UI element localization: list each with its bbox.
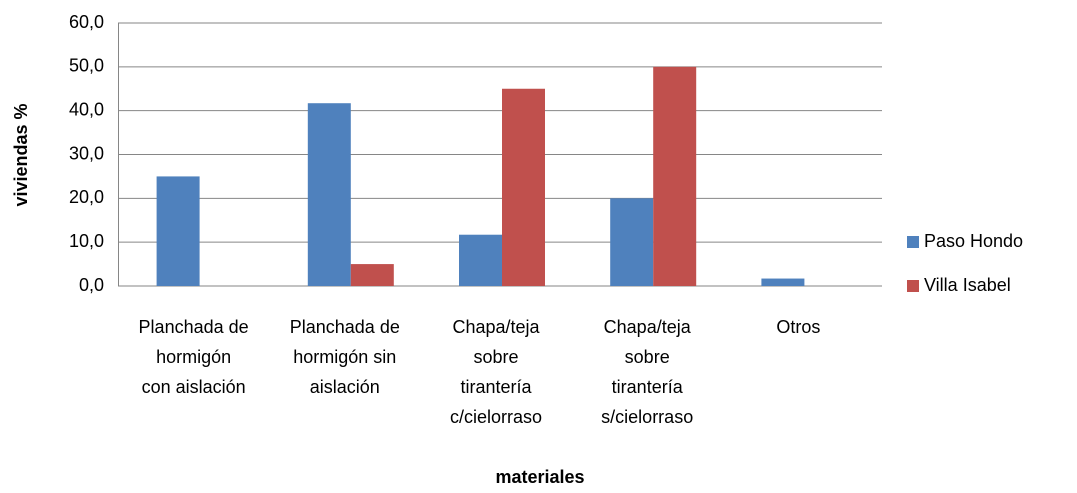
x-tick-label: c/cielorraso: [450, 407, 542, 427]
x-tick-label: Chapa/teja: [604, 317, 692, 337]
y-tick-label: 10,0: [69, 231, 104, 251]
bar: [459, 234, 502, 286]
y-tick-label: 60,0: [69, 12, 104, 32]
bar: [350, 264, 394, 286]
y-tick-label: 50,0: [69, 56, 104, 76]
x-tick-label: hormigón: [156, 347, 231, 367]
legend-swatch: [907, 280, 919, 292]
x-tick-label: con aislación: [142, 377, 246, 397]
legend-swatch: [907, 236, 919, 248]
x-axis-title: materiales: [495, 467, 584, 487]
y-tick-label: 40,0: [69, 99, 104, 119]
bar: [502, 88, 545, 286]
bar: [761, 278, 805, 286]
x-tick-label: tirantería: [460, 377, 532, 397]
x-tick-label: Planchada de: [290, 317, 400, 337]
x-tick-label: sobre: [473, 347, 518, 367]
x-tick-label: Planchada de: [139, 317, 249, 337]
bar: [653, 66, 697, 286]
x-tick-label: s/cielorraso: [601, 407, 693, 427]
y-tick-label: 20,0: [69, 187, 104, 207]
x-tick-label: Chapa/teja: [452, 317, 540, 337]
y-axis-title: viviendas %: [11, 103, 31, 206]
x-tick-label: hormigón sin: [293, 347, 396, 367]
legend-label: Villa Isabel: [924, 275, 1011, 295]
y-tick-label: 30,0: [69, 143, 104, 163]
bar: [156, 176, 200, 286]
bar: [610, 198, 654, 286]
x-tick-label: tirantería: [612, 377, 684, 397]
x-tick-label: sobre: [625, 347, 670, 367]
bar: [307, 103, 351, 286]
y-tick-label: 0,0: [79, 275, 104, 295]
legend-label: Paso Hondo: [924, 231, 1023, 251]
x-tick-label: Otros: [776, 317, 820, 337]
x-tick-label: aislación: [310, 377, 380, 397]
